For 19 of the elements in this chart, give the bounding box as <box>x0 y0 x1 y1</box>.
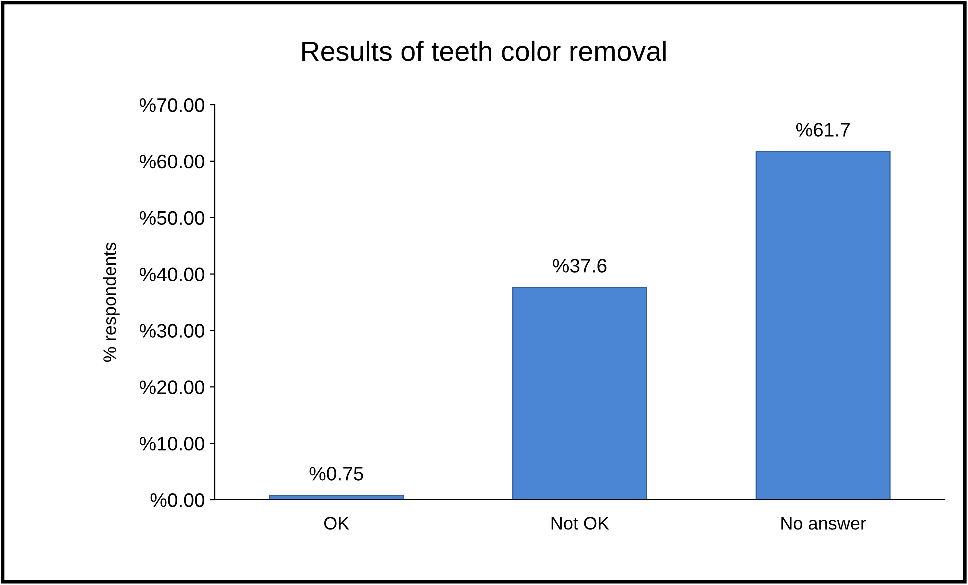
y-tick-label: %0.00 <box>150 493 205 508</box>
chart-title: Results of teeth color removal <box>302 40 666 62</box>
y-tick-label: %70.00 <box>140 98 205 112</box>
x-tick-label: Not OK <box>552 517 610 530</box>
y-tick-label: %10.00 <box>140 437 205 451</box>
x-tick-label: No answer <box>782 517 866 530</box>
data-label: %37.6 <box>553 259 607 273</box>
y-axis-title: % respondents <box>103 242 120 362</box>
bar <box>512 287 648 500</box>
data-label: %0.75 <box>310 467 364 481</box>
y-tick-label: %40.00 <box>140 268 205 282</box>
y-tick-label: %50.00 <box>140 211 205 226</box>
y-tick-label: %60.00 <box>140 154 205 169</box>
bar <box>269 495 404 500</box>
data-label: %61.7 <box>796 123 850 137</box>
x-tick-label: OK <box>324 517 350 530</box>
y-tick-label: %30.00 <box>140 324 205 338</box>
bar <box>756 151 891 500</box>
y-tick-label: %20.00 <box>140 380 205 394</box>
